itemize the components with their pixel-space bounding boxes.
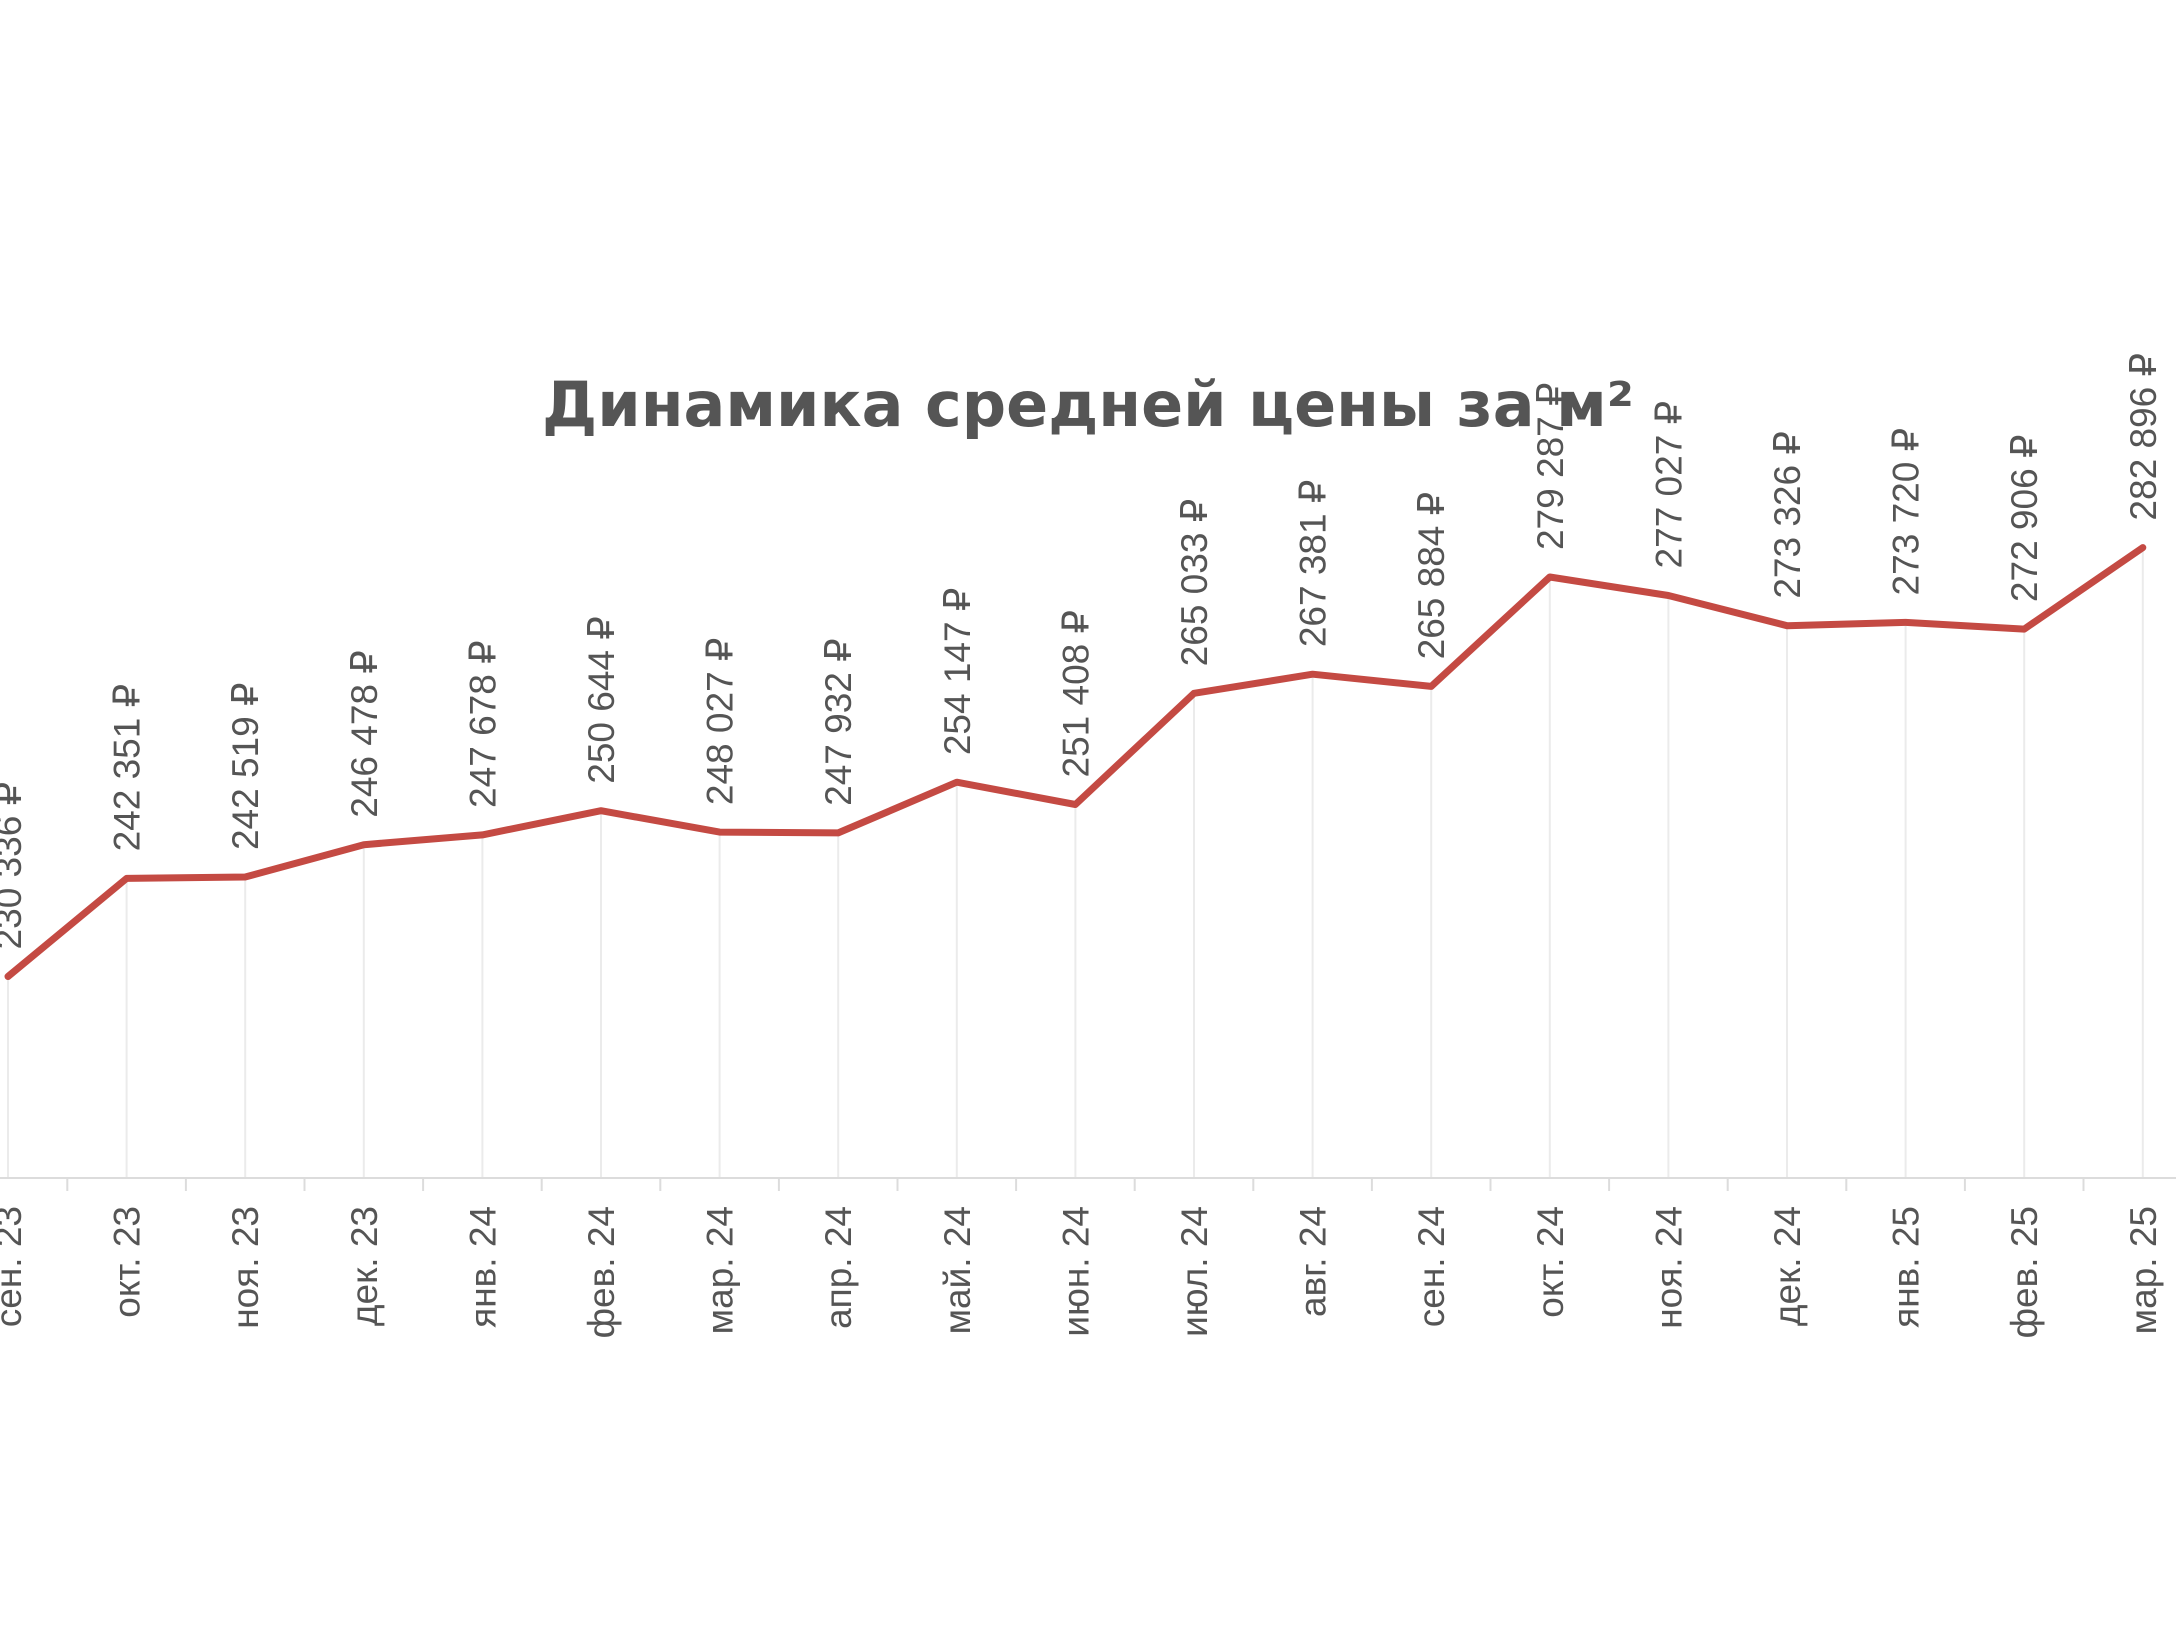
data-label: 265 033 ₽ — [1174, 499, 1215, 667]
data-label: 265 884 ₽ — [1411, 492, 1452, 660]
tick-label: дек. 23 — [344, 1206, 385, 1326]
data-label: 272 906 ₽ — [2004, 435, 2045, 603]
data-label: 251 408 ₽ — [1055, 610, 1096, 778]
x-axis-ticks — [66, 1178, 2085, 1191]
tick-label: мар. 25 — [2123, 1206, 2164, 1334]
tick-label: окт. 24 — [1530, 1206, 1571, 1318]
tick-label: сен. 24 — [1411, 1206, 1452, 1327]
data-label: 246 478 ₽ — [344, 650, 385, 818]
series-line — [4, 544, 2147, 980]
tick-label: окт. 23 — [107, 1206, 148, 1318]
tick-label: ноя. 23 — [225, 1206, 266, 1329]
tick-label: янв. 25 — [1886, 1206, 1927, 1328]
data-label: 277 027 ₽ — [1648, 401, 1689, 569]
tick-label: мар. 24 — [700, 1206, 741, 1334]
tick-label: янв. 24 — [462, 1206, 503, 1328]
tick-label: июл. 24 — [1174, 1206, 1215, 1337]
chart-title: Динамика средней цены за м² — [542, 368, 1634, 441]
data-label: 242 351 ₽ — [107, 684, 148, 852]
data-label: 254 147 ₽ — [937, 588, 978, 756]
data-label: 250 644 ₽ — [581, 616, 622, 784]
data-label: 273 720 ₽ — [1886, 428, 1927, 596]
tick-label: авг. 24 — [1293, 1206, 1334, 1317]
data-label: 230 336 ₽ — [0, 782, 29, 950]
tick-label: май. 24 — [937, 1206, 978, 1334]
data-label: 247 932 ₽ — [818, 638, 859, 806]
gridlines — [7, 547, 2144, 1178]
x-tick-labels: сен. 23 окт. 23 ноя. 23 дек. 23 янв. 24 фев. … — [0, 1206, 2164, 1338]
data-label: 279 287 ₽ — [1530, 382, 1571, 550]
tick-label: сен. 23 — [0, 1206, 29, 1327]
data-label: 242 519 ₽ — [225, 682, 266, 850]
tick-label: апр. 24 — [818, 1206, 859, 1329]
tick-label: июн. 24 — [1055, 1206, 1096, 1337]
data-label: 267 381 ₽ — [1293, 480, 1334, 648]
tick-label: фев. 24 — [581, 1206, 622, 1338]
data-label: 247 678 ₽ — [462, 640, 503, 808]
data-label: 282 896 ₽ — [2123, 353, 2164, 521]
tick-label: ноя. 24 — [1648, 1206, 1689, 1329]
tick-label: фев. 25 — [2004, 1206, 2045, 1338]
tick-label: дек. 24 — [1767, 1206, 1808, 1326]
data-label: 248 027 ₽ — [700, 638, 741, 806]
data-labels: 230 336 ₽ 242 351 ₽ 242 519 ₽ 246 478 ₽ 247 … — [0, 353, 2164, 949]
data-label: 273 326 ₽ — [1767, 431, 1808, 599]
